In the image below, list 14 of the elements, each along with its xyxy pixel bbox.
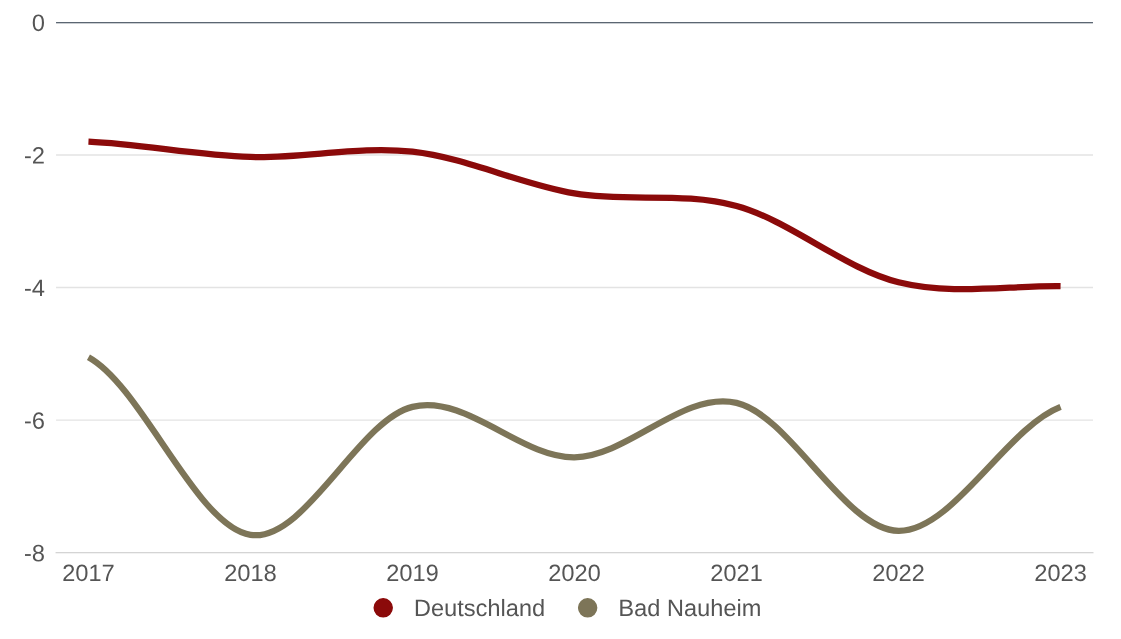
y-tick-label: -6 bbox=[24, 412, 44, 429]
x-tick-label: 2021 bbox=[711, 564, 762, 582]
x-tick-label: 2018 bbox=[225, 564, 276, 582]
x-tick-label: 2019 bbox=[387, 564, 438, 582]
x-tick-label: 2023 bbox=[1035, 564, 1086, 582]
y-tick-label: -4 bbox=[24, 279, 45, 297]
y-tick-label: -2 bbox=[24, 147, 44, 164]
legend-label: Deutschland bbox=[415, 598, 544, 617]
x-tick-label: 2017 bbox=[63, 564, 114, 582]
x-tick-label: 2022 bbox=[873, 564, 924, 582]
x-tick-label: 2020 bbox=[549, 564, 600, 582]
legend-label: Bad Nauheim bbox=[620, 598, 760, 617]
y-tick-label: -8 bbox=[24, 544, 44, 562]
y-tick-label: 0 bbox=[32, 14, 45, 32]
